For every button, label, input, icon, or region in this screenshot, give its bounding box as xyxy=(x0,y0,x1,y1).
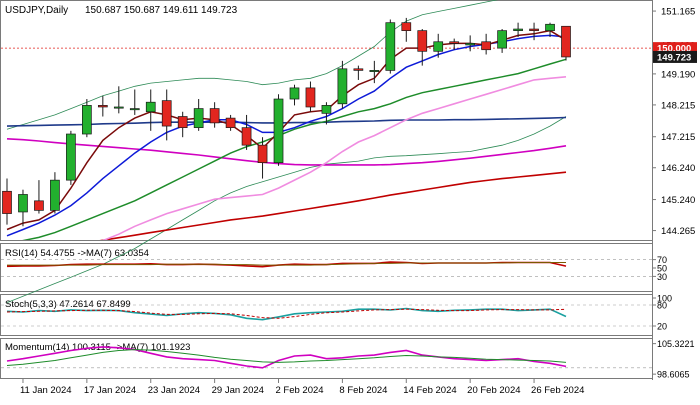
candle-body-2024-01-24 xyxy=(161,100,172,127)
candle-body-2024-02-21 xyxy=(481,41,491,51)
date-tick-label: 23 Jan 2024 xyxy=(148,385,200,396)
candle-body-2024-02-12 xyxy=(369,70,380,72)
ohlc-readout: 150.687 150.687 149.611 149.723 xyxy=(85,5,238,16)
indicator-tick-label: 20 xyxy=(657,322,667,332)
candle-body-2024-02-02 xyxy=(273,98,284,164)
candle-body-2024-01-18 xyxy=(97,105,108,108)
date-axis-layer: 11 Jan 2024 17 Jan 2024 23 Jan 2024 29 Jan … xyxy=(20,379,584,396)
indicator-series-2 xyxy=(6,349,567,366)
candle-body-2024-01-25 xyxy=(177,116,188,129)
indicator-tick-label: 70 xyxy=(657,255,667,265)
candle-body-2024-02-19 xyxy=(449,41,460,44)
moving-average-line-4 xyxy=(102,76,567,240)
candle-body-2024-01-15 xyxy=(50,179,60,211)
candle-body-2024-02-27 xyxy=(545,23,555,31)
candle-body-2024-02-08 xyxy=(337,68,348,105)
stoch-title: Stoch(5,3,3) 47.2614 67.8499 xyxy=(5,299,131,310)
candle-body-2024-01-31 xyxy=(241,127,252,146)
rsi-panel: RSI(14) 54.4755 ->MA(7) 63.0354 xyxy=(0,243,653,292)
candle-body-2024-02-28 xyxy=(561,25,571,58)
candle-body-2024-01-17 xyxy=(82,105,92,135)
date-tick-label: 17 Jan 2024 xyxy=(84,385,136,396)
momentum-plot-layer: 105.3221 98.6065 xyxy=(1,339,695,380)
date-tick-label: 11 Jan 2024 xyxy=(20,385,72,396)
main-title: USDJPY,Daily xyxy=(5,5,68,16)
indicator-tick-label: 80 xyxy=(657,301,667,311)
candle-body-2024-01-29 xyxy=(209,108,220,124)
indicator-series-1 xyxy=(6,307,567,321)
date-tick-label: 20 Feb 2024 xyxy=(467,385,520,396)
date-tick-label: 29 Jan 2024 xyxy=(212,385,264,396)
candle-body-2024-02-13 xyxy=(385,22,396,71)
candle-body-2024-02-26 xyxy=(529,28,539,31)
candle-body-2024-02-23 xyxy=(513,28,523,31)
date-tick-label: 14 Feb 2024 xyxy=(403,385,456,396)
moving-average-line-6 xyxy=(6,34,567,237)
moving-average-line-5 xyxy=(22,58,567,240)
candle-body-2024-01-11 xyxy=(18,194,28,213)
price-tick-label: 144.265 xyxy=(661,226,695,237)
candle-body-2024-01-10 xyxy=(2,190,12,214)
price-tick-label: 149.190 xyxy=(661,69,695,80)
candle-body-2024-02-05 xyxy=(289,87,300,100)
price-tick-label: 147.215 xyxy=(661,132,695,143)
indicator-tick-label: 105.3221 xyxy=(657,339,695,349)
indicator-tick-label: 50 xyxy=(657,264,667,274)
indicator-series-1 xyxy=(6,346,567,369)
candle-body-2024-01-30 xyxy=(225,117,236,129)
price-tick-label: 146.240 xyxy=(661,163,695,174)
price-tick-label: 145.240 xyxy=(661,195,695,206)
indicator-tick-label: 100 xyxy=(657,294,672,304)
price-highlight-label: 149.723 xyxy=(657,52,691,63)
candle-body-2024-01-12 xyxy=(34,200,44,211)
candle-body-2024-02-06 xyxy=(305,87,316,108)
indicator-tick-label: 30 xyxy=(657,272,667,282)
candle-body-2024-02-16 xyxy=(433,41,444,52)
candle-body-2024-02-09 xyxy=(353,68,364,71)
price-tick-label: 151.165 xyxy=(661,7,695,18)
bollinger-lower-line xyxy=(6,116,567,303)
candle-body-2024-01-23 xyxy=(145,101,156,113)
candle-body-2024-01-19 xyxy=(113,106,124,109)
price-tick-label: 148.215 xyxy=(661,100,695,111)
date-tick-label: 26 Feb 2024 xyxy=(531,385,584,396)
price-axis-layer: 151.165150.100149.190148.215147.215146.2… xyxy=(652,0,697,380)
rsi-title: RSI(14) 54.4755 ->MA(7) 63.0354 xyxy=(5,248,149,259)
price-highlight-label: 150.000 xyxy=(657,44,691,55)
candles xyxy=(2,17,571,227)
indicator-series-2 xyxy=(7,262,566,266)
candle-body-2024-02-14 xyxy=(401,22,412,31)
date-tick-label: 2 Feb 2024 xyxy=(276,385,324,396)
indicator-series-2 xyxy=(6,308,567,319)
moving-average-line-2 xyxy=(99,171,567,240)
candle-body-2024-02-01 xyxy=(257,144,268,164)
bollinger-upper-line xyxy=(6,0,499,130)
candle-body-2024-02-22 xyxy=(497,30,507,49)
date-tick-label: 8 Feb 2024 xyxy=(339,385,387,396)
stoch-panel: Stoch(5,3,3) 47.2614 67.8499 xyxy=(0,294,653,336)
candle-body-2024-02-07 xyxy=(321,105,332,114)
candle-body-2024-02-20 xyxy=(465,43,476,46)
candle-body-2024-02-15 xyxy=(417,30,428,52)
candle-body-2024-01-16 xyxy=(66,133,76,181)
indicator-tick-label: 98.6065 xyxy=(657,370,690,380)
main-plot-layer xyxy=(1,0,652,303)
candle-body-2024-01-26 xyxy=(193,108,204,129)
moving-average-line-3 xyxy=(6,138,567,166)
candle-body-2024-01-22 xyxy=(129,108,140,111)
price-highlight-box xyxy=(653,50,697,63)
